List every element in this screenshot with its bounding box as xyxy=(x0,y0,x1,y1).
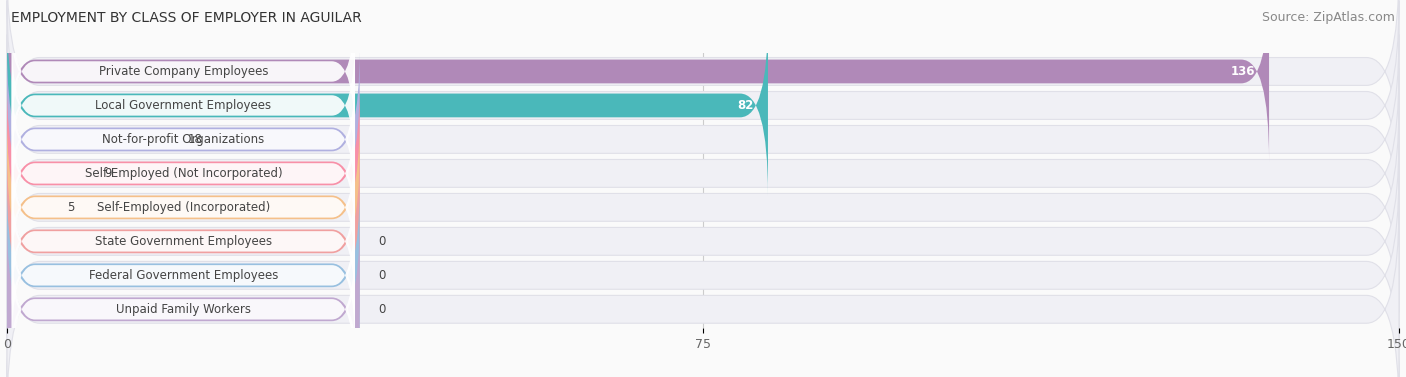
FancyBboxPatch shape xyxy=(7,219,360,377)
Text: Self-Employed (Incorporated): Self-Employed (Incorporated) xyxy=(97,201,270,214)
FancyBboxPatch shape xyxy=(7,0,1270,161)
Text: 0: 0 xyxy=(378,269,385,282)
FancyBboxPatch shape xyxy=(7,68,1399,278)
Text: Local Government Employees: Local Government Employees xyxy=(96,99,271,112)
FancyBboxPatch shape xyxy=(11,201,354,350)
Text: 5: 5 xyxy=(67,201,75,214)
Text: 136: 136 xyxy=(1230,65,1256,78)
FancyBboxPatch shape xyxy=(11,234,354,377)
Text: 0: 0 xyxy=(378,235,385,248)
FancyBboxPatch shape xyxy=(11,99,354,248)
FancyBboxPatch shape xyxy=(7,117,360,297)
FancyBboxPatch shape xyxy=(7,0,1399,176)
Text: 9: 9 xyxy=(104,167,112,180)
Text: Not-for-profit Organizations: Not-for-profit Organizations xyxy=(103,133,264,146)
Text: 0: 0 xyxy=(378,303,385,316)
Text: Self-Employed (Not Incorporated): Self-Employed (Not Incorporated) xyxy=(84,167,283,180)
Text: Private Company Employees: Private Company Employees xyxy=(98,65,269,78)
FancyBboxPatch shape xyxy=(7,136,1399,346)
Text: Source: ZipAtlas.com: Source: ZipAtlas.com xyxy=(1261,11,1395,24)
FancyBboxPatch shape xyxy=(7,103,1399,313)
FancyBboxPatch shape xyxy=(7,185,360,365)
Text: 18: 18 xyxy=(188,133,202,146)
FancyBboxPatch shape xyxy=(11,167,354,316)
Text: 82: 82 xyxy=(738,99,754,112)
FancyBboxPatch shape xyxy=(7,151,360,331)
Text: Unpaid Family Workers: Unpaid Family Workers xyxy=(115,303,250,316)
FancyBboxPatch shape xyxy=(7,0,1399,210)
FancyBboxPatch shape xyxy=(7,49,360,230)
Text: Federal Government Employees: Federal Government Employees xyxy=(89,269,278,282)
FancyBboxPatch shape xyxy=(7,204,1399,377)
FancyBboxPatch shape xyxy=(11,133,354,282)
FancyBboxPatch shape xyxy=(7,34,1399,244)
FancyBboxPatch shape xyxy=(11,65,354,214)
FancyBboxPatch shape xyxy=(11,0,354,146)
FancyBboxPatch shape xyxy=(7,15,768,196)
FancyBboxPatch shape xyxy=(7,83,360,264)
FancyBboxPatch shape xyxy=(7,170,1399,377)
Text: EMPLOYMENT BY CLASS OF EMPLOYER IN AGUILAR: EMPLOYMENT BY CLASS OF EMPLOYER IN AGUIL… xyxy=(11,11,361,25)
Text: State Government Employees: State Government Employees xyxy=(94,235,271,248)
FancyBboxPatch shape xyxy=(11,31,354,180)
